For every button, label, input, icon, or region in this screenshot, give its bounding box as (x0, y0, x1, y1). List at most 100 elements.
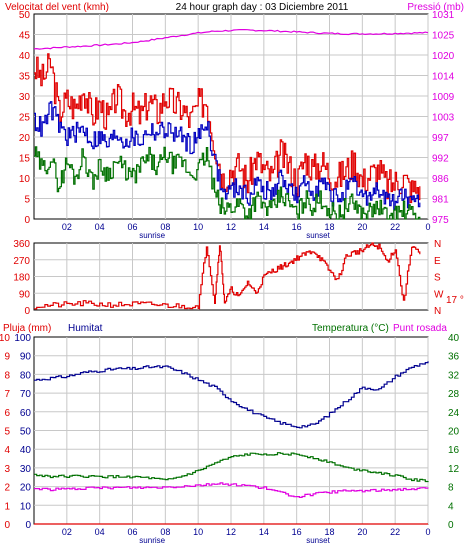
y-left-tick-label: 10 (0, 333, 10, 344)
y-left-tick-label: 5 (24, 195, 30, 206)
sunset-label: sunset (306, 536, 330, 545)
y-left-tick-label: 7 (4, 389, 10, 400)
graph-title: 24 hour graph day : 03 Diciembre 2011 (176, 2, 349, 13)
x-tick-label: 20 (357, 222, 367, 232)
y-inner-tick-label: 20 (20, 483, 32, 494)
x-tick-label: 18 (324, 222, 334, 232)
x-tick-label: 04 (95, 222, 105, 232)
y-left-tick-label: 25 (19, 113, 31, 124)
y-right-tick-label: 28 (448, 389, 460, 400)
y-left-tick-label: 2 (4, 483, 10, 494)
y-left-tick-label: 270 (13, 256, 30, 267)
humidity-label: Humitat (68, 323, 103, 334)
x-tick-label: 06 (127, 527, 137, 537)
y-right-tick-label: 24 (448, 408, 460, 419)
y-left-tick-label: 50 (19, 10, 31, 21)
dewpoint-label: Punt rosada (393, 323, 447, 334)
y-right-tick-label: 4 (448, 501, 454, 512)
sunrise-label: sunrise (139, 231, 165, 240)
y-inner-tick-label: 70 (20, 389, 32, 400)
x-tick-label: 14 (259, 527, 269, 537)
y-right-tick-label: 986 (432, 174, 449, 185)
y-right-tick-label: W (434, 289, 444, 300)
y-right-tick-label: 40 (448, 333, 460, 344)
y-inner-tick-label: 90 (20, 352, 32, 363)
y-left-tick-label: 0 (24, 215, 30, 226)
y-inner-tick-label: 10 (20, 501, 32, 512)
y-left-tick-label: 40 (19, 51, 31, 62)
sunset-label: sunset (306, 231, 330, 240)
y-left-tick-label: 1 (4, 501, 10, 512)
x-tick-label: 12 (226, 527, 236, 537)
wind_min-series (34, 146, 421, 220)
rain-label: Pluja (mm) (3, 323, 51, 334)
y-left-tick-label: 0 (4, 520, 10, 531)
y-right-tick-label: 1020 (432, 51, 455, 62)
x-tick-label: 08 (160, 527, 170, 537)
y-right-tick-label: N (434, 239, 441, 250)
temperature-readout: 17 ° (446, 295, 464, 306)
y-left-tick-label: 30 (19, 92, 31, 103)
wind_avg-series (34, 101, 421, 210)
gust-series (34, 53, 421, 204)
x-tick-label: 16 (292, 527, 302, 537)
x-tick-label: 0 (425, 527, 430, 537)
y-left-tick-label: 5 (4, 427, 10, 438)
temperature-label: Temperatura (°C) (312, 323, 389, 334)
y-left-tick-label: 45 (19, 31, 31, 42)
x-tick-label: 04 (95, 527, 105, 537)
y-left-tick-label: 90 (19, 289, 31, 300)
y-left-tick-label: 35 (19, 72, 31, 83)
y-right-tick-label: E (434, 256, 441, 267)
y-right-tick-label: 36 (448, 352, 460, 363)
y-left-tick-label: 9 (4, 352, 10, 363)
y-inner-tick-label: 50 (20, 427, 32, 438)
y-left-tick-label: 4 (4, 445, 10, 456)
y-right-tick-label: 997 (432, 133, 449, 144)
y-left-tick-label: 360 (13, 239, 30, 250)
y-inner-tick-label: 0 (25, 520, 31, 531)
sunrise-label: sunrise (139, 536, 165, 545)
y-right-tick-label: 992 (432, 154, 449, 165)
y-left-tick-label: 3 (4, 464, 10, 475)
x-tick-label: 06 (127, 222, 137, 232)
y-right-tick-label: 1031 (432, 10, 455, 21)
y-right-tick-label: 1014 (432, 72, 455, 83)
y-right-tick-label: 8 (448, 483, 454, 494)
y-right-tick-label: S (434, 273, 441, 284)
humidity-series (34, 361, 429, 429)
dewpoint-series (34, 482, 429, 498)
y-inner-tick-label: 100 (14, 333, 31, 344)
y-inner-tick-label: 30 (20, 464, 32, 475)
y-left-tick-label: 15 (19, 154, 31, 165)
wind-speed-label: Velocitat del vent (kmh) (5, 2, 109, 13)
y-left-tick-label: 6 (4, 408, 10, 419)
y-right-tick-label: 1003 (432, 113, 455, 124)
y-right-tick-label: 1025 (432, 31, 455, 42)
x-tick-label: 08 (160, 222, 170, 232)
wind-pressure-panel: 0 5 10 15 20 25 30 35 40 45 50 975 981 986 992 997 1003 1… (19, 10, 455, 240)
pressure-label: Pressió (mb) (407, 2, 464, 13)
x-tick-label: 12 (226, 222, 236, 232)
rain-humidity-temperature-panel: 0123456789100102030405060708090100048121… (0, 333, 460, 545)
x-tick-label: 02 (62, 222, 72, 232)
y-right-tick-label: 12 (448, 464, 460, 475)
wind-direction-series (34, 242, 421, 310)
pressure-series (33, 29, 429, 50)
y-left-tick-label: 10 (19, 174, 31, 185)
y-left-tick-label: 20 (19, 133, 31, 144)
x-tick-label: 10 (193, 527, 203, 537)
x-tick-label: 18 (324, 527, 334, 537)
y-inner-tick-label: 80 (20, 370, 32, 381)
y-left-tick-label: 8 (4, 370, 10, 381)
x-tick-label: 22 (390, 222, 400, 232)
x-tick-label: 14 (259, 222, 269, 232)
x-tick-label: 0 (425, 222, 430, 232)
x-tick-label: 22 (390, 527, 400, 537)
y-right-tick-label: N (434, 306, 441, 317)
y-right-tick-label: 32 (448, 370, 460, 381)
y-inner-tick-label: 60 (20, 408, 32, 419)
y-right-tick-label: 981 (432, 195, 449, 206)
